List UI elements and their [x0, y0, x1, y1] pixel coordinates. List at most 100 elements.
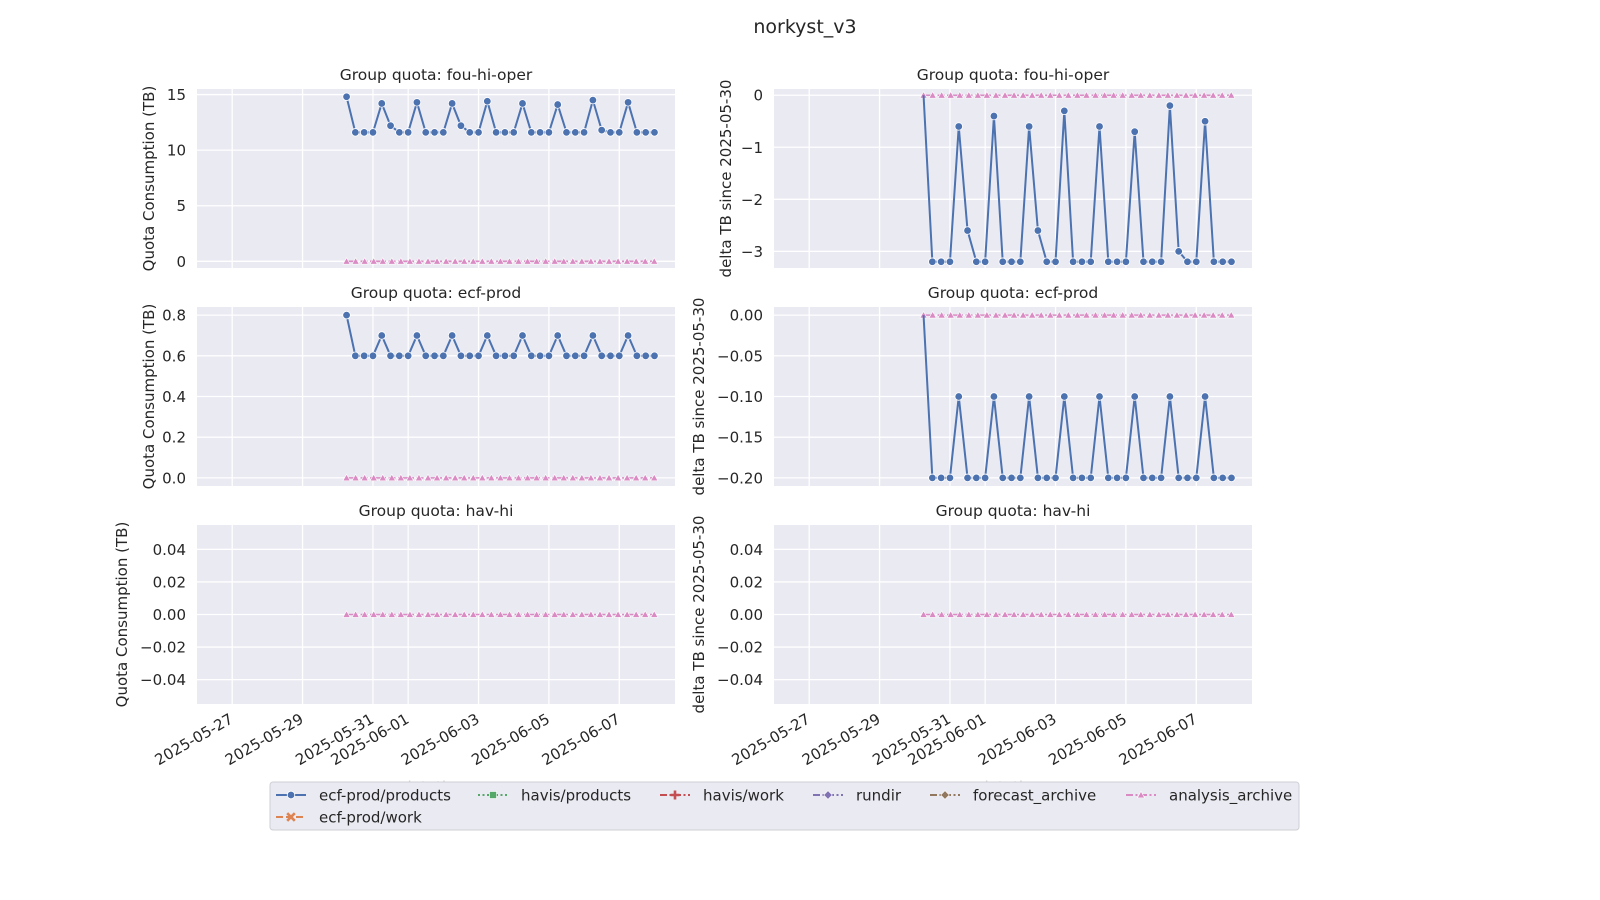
data-point — [1181, 310, 1191, 319]
data-point — [514, 257, 523, 265]
data-point — [1082, 310, 1091, 319]
data-point — [623, 331, 633, 340]
subplot-title: Group quota: fou-hi-oper — [340, 66, 533, 84]
subplot-title: Group quota: hav-hi — [936, 502, 1091, 520]
y-tick-label: 0.02 — [153, 573, 186, 591]
legend-marker — [823, 790, 833, 800]
data-point — [945, 257, 955, 266]
x-tick-label: 2025-05-27 — [152, 710, 237, 769]
data-point — [1082, 91, 1091, 99]
data-point — [469, 257, 478, 265]
data-point — [368, 351, 378, 361]
y-tick-label: −0.02 — [140, 639, 186, 657]
data-point — [465, 351, 474, 361]
data-point — [1118, 610, 1127, 618]
data-point — [505, 473, 514, 482]
data-point — [1009, 610, 1019, 618]
legend-label: analysis_archive — [1169, 787, 1292, 806]
data-point — [568, 610, 577, 618]
data-point — [1130, 392, 1139, 401]
data-point — [622, 610, 632, 618]
data-point — [496, 473, 505, 482]
legend-entry: rundir — [813, 787, 902, 805]
data-point — [405, 473, 415, 482]
legend-box — [269, 781, 1300, 831]
y-tick-label: −0.02 — [717, 639, 763, 657]
data-point — [359, 351, 369, 361]
data-point — [991, 610, 1001, 618]
data-point — [396, 257, 405, 265]
data-point — [414, 473, 424, 482]
y-tick-label: 15 — [167, 86, 186, 104]
data-point — [1046, 91, 1055, 99]
data-point — [595, 473, 605, 482]
data-point — [1227, 91, 1236, 99]
data-point — [1200, 392, 1210, 401]
y-tick-label: 0.00 — [730, 606, 763, 624]
data-point — [550, 610, 559, 618]
data-point — [1046, 610, 1055, 618]
data-point — [387, 473, 396, 482]
data-point — [586, 473, 596, 482]
y-tick-label: 0.0 — [162, 469, 186, 487]
series-ecf-prod-products — [922, 95, 1236, 266]
legend-label: forecast_archive — [973, 787, 1096, 806]
data-point — [1165, 392, 1175, 401]
data-point — [1068, 473, 1078, 483]
data-point — [518, 99, 527, 108]
data-point — [1000, 310, 1010, 319]
x-tick-label: 2025-05-29 — [799, 710, 884, 769]
data-point — [514, 473, 523, 482]
data-point — [1077, 257, 1087, 266]
data-point — [613, 473, 623, 482]
data-point — [509, 128, 518, 137]
data-point — [496, 610, 505, 618]
y-tick-label: −0.15 — [717, 429, 763, 447]
y-tick-label: 0.6 — [162, 347, 186, 365]
data-point — [571, 351, 580, 361]
data-point — [1091, 310, 1100, 319]
data-point — [396, 473, 405, 482]
data-point — [1064, 310, 1073, 319]
data-point — [559, 473, 568, 482]
data-point — [955, 310, 964, 319]
data-point — [491, 128, 501, 137]
data-point — [1112, 257, 1122, 266]
data-point — [973, 610, 982, 618]
y-tick-label: 0.2 — [162, 429, 186, 447]
x-tick-label: 2025-06-07 — [539, 710, 624, 769]
data-point — [441, 610, 451, 618]
data-point — [955, 91, 964, 99]
data-point — [1190, 310, 1200, 319]
data-point — [386, 121, 395, 130]
data-point — [377, 331, 386, 340]
data-point — [1007, 473, 1016, 483]
data-point — [535, 128, 545, 137]
subplot-1: 0 5 10 15 Group quota: fou-hi-oper Quota Cons… — [140, 66, 675, 271]
data-point — [946, 91, 955, 99]
data-point — [478, 610, 487, 618]
data-point — [478, 473, 487, 482]
data-point — [532, 473, 541, 482]
data-point — [342, 92, 351, 101]
data-point — [1199, 91, 1209, 99]
data-point — [597, 125, 606, 135]
data-point — [615, 128, 624, 137]
data-point — [359, 128, 369, 137]
data-point — [588, 331, 598, 340]
data-point — [460, 257, 469, 265]
data-point — [632, 473, 641, 482]
data-point — [1009, 91, 1019, 99]
data-point — [351, 351, 360, 361]
data-point — [396, 610, 405, 618]
y-tick-label: −0.20 — [717, 469, 763, 487]
data-point — [928, 257, 937, 266]
data-point — [1163, 610, 1173, 618]
data-point — [403, 128, 413, 137]
data-point — [523, 257, 532, 265]
data-point — [1028, 310, 1037, 319]
data-point — [414, 257, 424, 265]
data-point — [1199, 610, 1209, 618]
data-point — [1156, 257, 1166, 266]
data-point — [1174, 247, 1183, 256]
